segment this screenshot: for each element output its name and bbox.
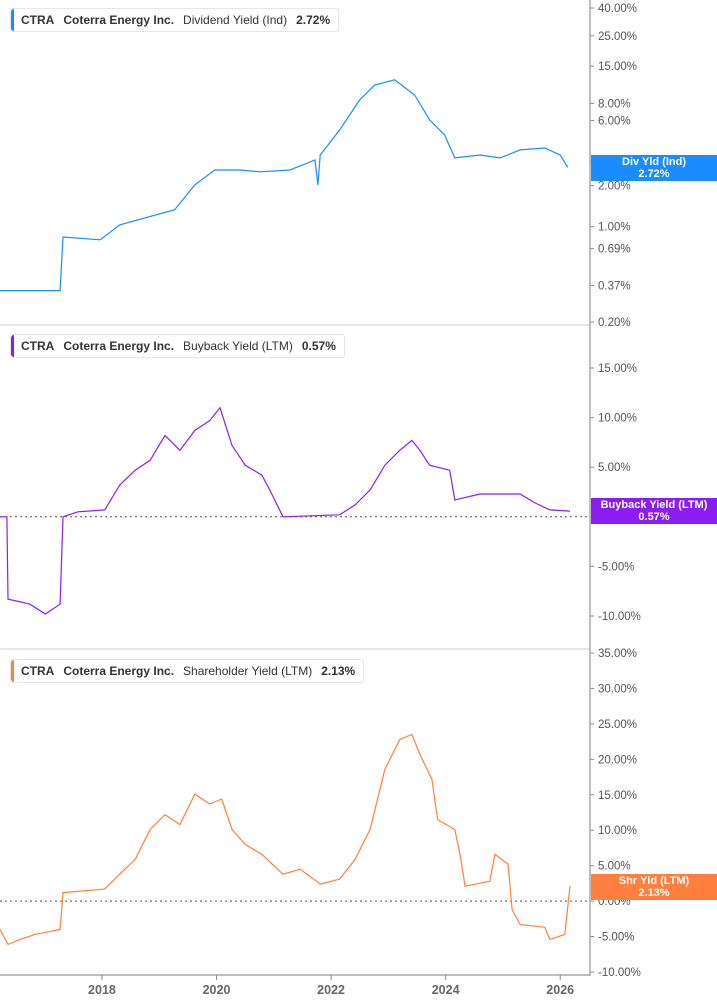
y-tick-label: -10.00% <box>598 967 641 979</box>
y-tick-label: 5.00% <box>598 462 631 474</box>
metric-value: 2.13% <box>321 664 356 678</box>
series-line-2 <box>0 733 571 946</box>
metric-name: Shareholder Yield (LTM) <box>183 664 313 678</box>
y-tick-label: 0.37% <box>598 281 631 293</box>
ticker: CTRA <box>21 13 55 27</box>
metric-name: Buyback Yield (LTM) <box>183 339 293 353</box>
legend-dividend-yield: CTRA Coterra Energy Inc. Dividend Yield … <box>10 8 340 32</box>
y-tick-label: 15.00% <box>598 363 637 375</box>
y-tick-label: -5.00% <box>598 932 634 944</box>
y-tick-label: -10.00% <box>598 611 641 623</box>
y-tick-label: 0.69% <box>598 244 631 256</box>
y-tick-label: 0.20% <box>598 317 631 329</box>
company-name: Coterra Energy Inc. <box>63 13 175 27</box>
x-tick-label: 2022 <box>317 983 345 997</box>
company-name: Coterra Energy Inc. <box>63 339 175 353</box>
series-line-0 <box>0 79 569 292</box>
legend-buyback-yield: CTRA Coterra Energy Inc. Buyback Yield (… <box>10 334 345 358</box>
tag-value: 2.13% <box>638 887 670 899</box>
y-tick-label: 10.00% <box>598 413 637 425</box>
company-name: Coterra Energy Inc. <box>63 664 175 678</box>
legend-shareholder-yield: CTRA Coterra Energy Inc. Shareholder Yie… <box>10 659 365 683</box>
y-tick-label: 20.00% <box>598 754 637 766</box>
metric-name: Dividend Yield (Ind) <box>183 13 288 27</box>
y-tick-label: 8.00% <box>598 98 631 110</box>
y-tick-label: 10.00% <box>598 825 637 837</box>
y-tick-label: 2.00% <box>598 181 631 193</box>
legend-color-bar <box>11 9 14 31</box>
y-tick-label: 5.00% <box>598 861 631 873</box>
y-tick-label: 6.00% <box>598 115 631 127</box>
ticker: CTRA <box>21 664 55 678</box>
y-tick-label: 15.00% <box>598 790 637 802</box>
y-tick-label: 40.00% <box>598 3 637 15</box>
tag-value: 0.57% <box>638 511 670 523</box>
current-value-tag-shareholder: Shr Yld (LTM) 2.13% <box>591 874 717 900</box>
x-tick-label: 2020 <box>203 983 231 997</box>
x-tick-label: 2026 <box>546 983 574 997</box>
y-tick-label: -5.00% <box>598 561 634 573</box>
y-tick-label: 25.00% <box>598 31 637 43</box>
y-tick-label: 25.00% <box>598 719 637 731</box>
y-tick-label: 30.00% <box>598 683 637 695</box>
tag-label: Div Yld (Ind) <box>622 156 686 168</box>
legend-color-bar <box>11 660 14 682</box>
y-tick-label: 35.00% <box>598 648 637 660</box>
series-line-1 <box>0 406 571 615</box>
x-tick-label: 2018 <box>88 983 116 997</box>
metric-value: 2.72% <box>296 13 331 27</box>
ticker: CTRA <box>21 339 55 353</box>
legend-color-bar <box>11 335 14 357</box>
current-value-tag-dividend: Div Yld (Ind) 2.72% <box>591 155 717 181</box>
current-value-tag-buyback: Buyback Yield (LTM) 0.57% <box>591 498 717 524</box>
metric-value: 0.57% <box>301 339 336 353</box>
y-tick-label: 15.00% <box>598 61 637 73</box>
tag-label: Shr Yld (LTM) <box>618 875 690 887</box>
tag-label: Buyback Yield (LTM) <box>600 499 708 511</box>
y-tick-label: 1.00% <box>598 222 631 234</box>
x-tick-label: 2024 <box>432 983 460 997</box>
tag-value: 2.72% <box>638 168 670 180</box>
